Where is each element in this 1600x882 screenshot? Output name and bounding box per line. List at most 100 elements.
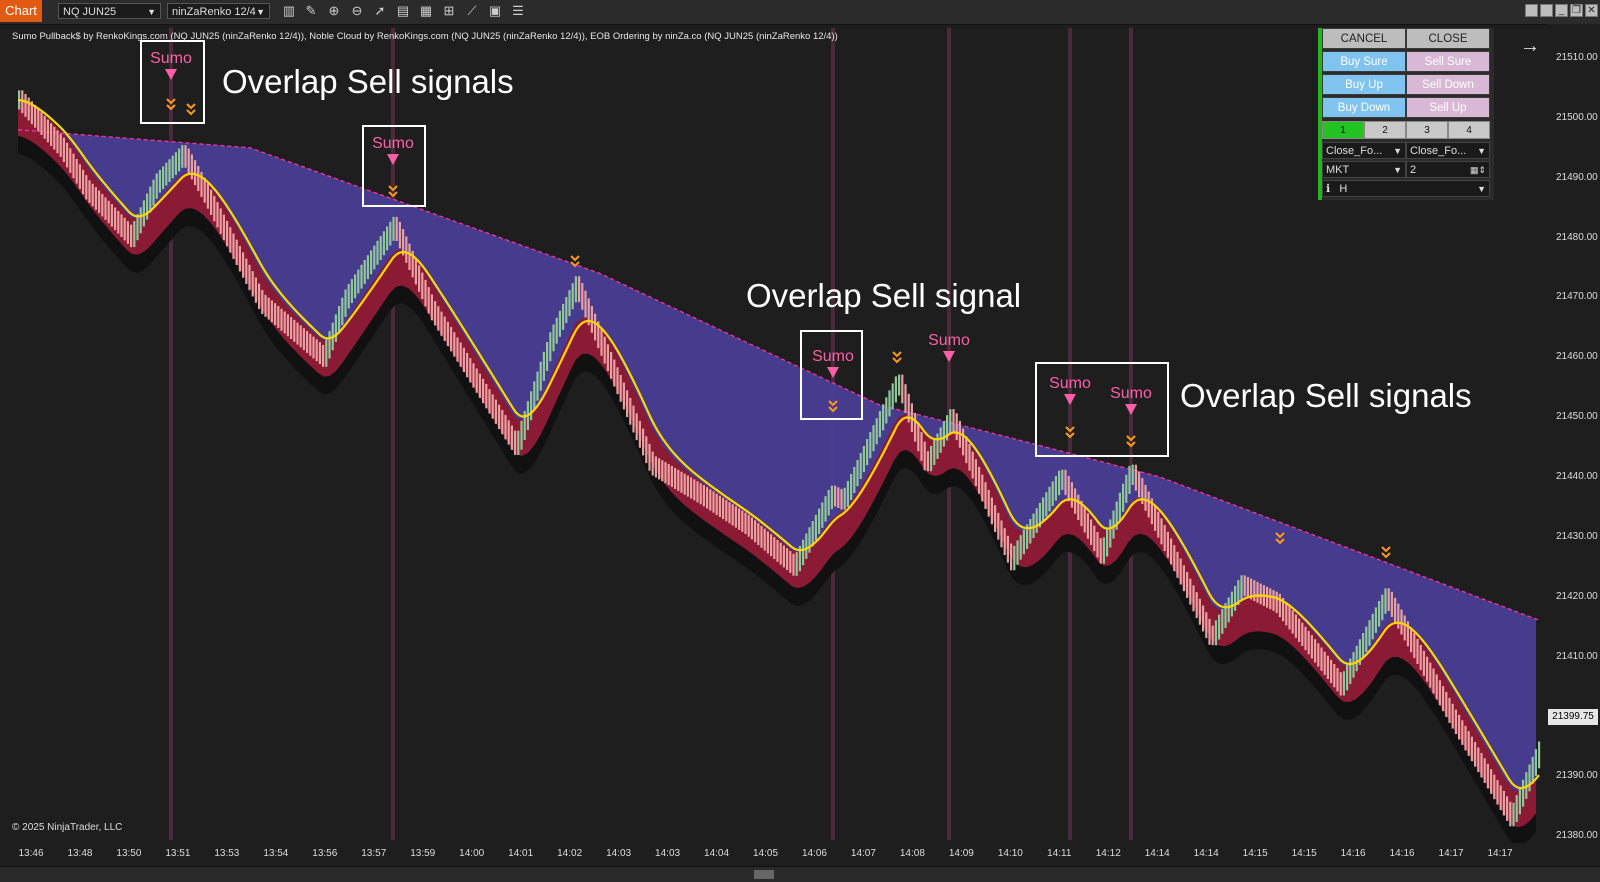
order-type-select[interactable]: MKT ▼	[1322, 161, 1406, 178]
horizontal-scrollbar[interactable]	[0, 866, 1600, 882]
stepper-icon[interactable]: ▦⇕	[1469, 165, 1486, 175]
close-button[interactable]: CLOSE	[1406, 28, 1490, 49]
up-bar	[875, 418, 878, 445]
down-bar	[408, 243, 411, 270]
sell-sure-button[interactable]: Sell Sure	[1406, 51, 1490, 72]
double-arrow-down-icon	[186, 103, 196, 110]
arrow-right-icon[interactable]: →	[1520, 35, 1540, 57]
minimize-icon[interactable]: _	[1555, 4, 1568, 17]
down-bar	[779, 542, 782, 565]
quantity-stepper[interactable]: 2 ▦⇕	[1406, 161, 1490, 178]
annotation-overlap-3: Overlap Sell signals	[1180, 377, 1472, 414]
double-arrow-down-icon	[388, 185, 398, 192]
window-icon[interactable]	[1540, 4, 1553, 17]
down-bar	[258, 283, 261, 309]
down-bar	[123, 217, 126, 241]
down-bar	[904, 384, 907, 413]
down-bar	[690, 477, 693, 499]
down-bar	[1390, 591, 1393, 617]
down-bar	[453, 332, 456, 357]
down-bar	[514, 430, 517, 455]
up-bar	[882, 404, 885, 431]
close-icon[interactable]: ✕	[1585, 4, 1598, 17]
down-bar	[462, 347, 465, 372]
indicators-icon[interactable]: ▣	[488, 3, 502, 18]
sell-down-button[interactable]: Sell Down	[1406, 74, 1490, 95]
chart-tab[interactable]: Chart	[0, 0, 42, 22]
tab-3[interactable]: 3	[1406, 121, 1448, 139]
down-bar	[1272, 590, 1275, 611]
up-bar	[802, 539, 805, 566]
down-bar	[46, 119, 49, 143]
sell-up-button[interactable]: Sell Up	[1406, 97, 1490, 118]
pointer-icon[interactable]: ➚	[374, 3, 386, 18]
buy-down-button[interactable]: Buy Down	[1322, 97, 1406, 118]
strategies-icon[interactable]: ⟋	[467, 3, 477, 18]
bar-style-icon[interactable]: ▥	[282, 3, 296, 18]
properties-icon[interactable]: ⊞	[443, 3, 455, 18]
down-bar	[254, 277, 257, 303]
maximize-icon[interactable]: ❐	[1570, 4, 1583, 17]
buy-sure-button[interactable]: Buy Sure	[1322, 51, 1406, 72]
zoom-out-icon[interactable]: ⊖	[351, 3, 363, 18]
time-axis[interactable]: 13:46 13:48 13:50 13:51 13:53 13:54 13:56 13:57…	[0, 843, 1546, 863]
up-bar	[379, 236, 382, 260]
more-icon[interactable]: ☰	[512, 3, 524, 18]
down-bar	[238, 246, 241, 272]
scroll-thumb[interactable]	[754, 870, 774, 879]
down-bar	[94, 187, 97, 210]
up-bar	[1525, 772, 1528, 799]
instrument-selector[interactable]: NQ JUN25 ▼	[58, 3, 161, 19]
down-bar	[1067, 475, 1070, 502]
down-bar	[699, 483, 702, 505]
info-select[interactable]: ℹ H ▼	[1322, 180, 1490, 197]
tile-icon[interactable]	[1525, 4, 1538, 17]
up-bar	[1365, 626, 1368, 653]
down-bar	[667, 464, 670, 486]
down-bar	[27, 97, 30, 121]
up-bar	[568, 290, 571, 317]
time-tick-label: 14:05	[752, 848, 779, 859]
close-mode-select-1[interactable]: Close_Fo... ▼	[1322, 142, 1406, 159]
down-bar	[312, 336, 315, 359]
down-bar	[1256, 581, 1259, 603]
buy-up-button[interactable]: Buy Up	[1322, 74, 1406, 95]
down-bar	[978, 466, 981, 494]
time-tick-label: 13:51	[165, 848, 191, 859]
double-arrow-down-icon	[570, 255, 580, 262]
down-bar	[1288, 606, 1291, 630]
down-bar	[651, 451, 654, 476]
time-tick-label: 14:08	[899, 848, 925, 859]
up-bar	[869, 432, 872, 459]
zoom-in-icon[interactable]: ⊕	[328, 3, 340, 18]
down-bar	[674, 467, 677, 489]
sell-triangle-icon	[1125, 404, 1137, 415]
close-mode-select-2[interactable]: Close_Fo... ▼	[1406, 142, 1490, 159]
tab-1[interactable]: 1	[1322, 121, 1364, 139]
down-bar	[734, 506, 737, 528]
down-bar	[1173, 545, 1176, 572]
down-bar	[110, 204, 113, 227]
cancel-button[interactable]: CANCEL	[1322, 28, 1406, 49]
draw-icon[interactable]: ✎	[305, 3, 317, 18]
price-axis[interactable]: 21510.00 21500.00 21490.00 21480.00 21470.00…	[1546, 24, 1600, 850]
chart-trader-icon[interactable]: ▦	[419, 3, 433, 18]
down-bar	[1458, 714, 1461, 740]
down-bar	[1080, 500, 1083, 527]
down-bar	[1496, 780, 1499, 805]
down-bar	[786, 548, 789, 571]
down-bar	[1278, 593, 1281, 618]
down-bar	[418, 265, 421, 292]
tab-4[interactable]: 4	[1448, 121, 1490, 139]
tab-2[interactable]: 2	[1364, 121, 1406, 139]
down-bar	[1090, 519, 1093, 545]
data-box-icon[interactable]: ▤	[396, 3, 410, 18]
down-bar	[1461, 720, 1464, 745]
down-bar	[1282, 598, 1285, 622]
down-bar	[280, 308, 283, 331]
down-bar	[1010, 543, 1013, 571]
annotation-box	[362, 125, 426, 207]
up-bar	[936, 433, 939, 459]
bar-type-selector[interactable]: ninZaRenko 12/4 ▼	[167, 3, 270, 19]
price-chart[interactable]: Sumo Sumo Sumo Sumo Sumo Sumo	[0, 0, 1546, 843]
